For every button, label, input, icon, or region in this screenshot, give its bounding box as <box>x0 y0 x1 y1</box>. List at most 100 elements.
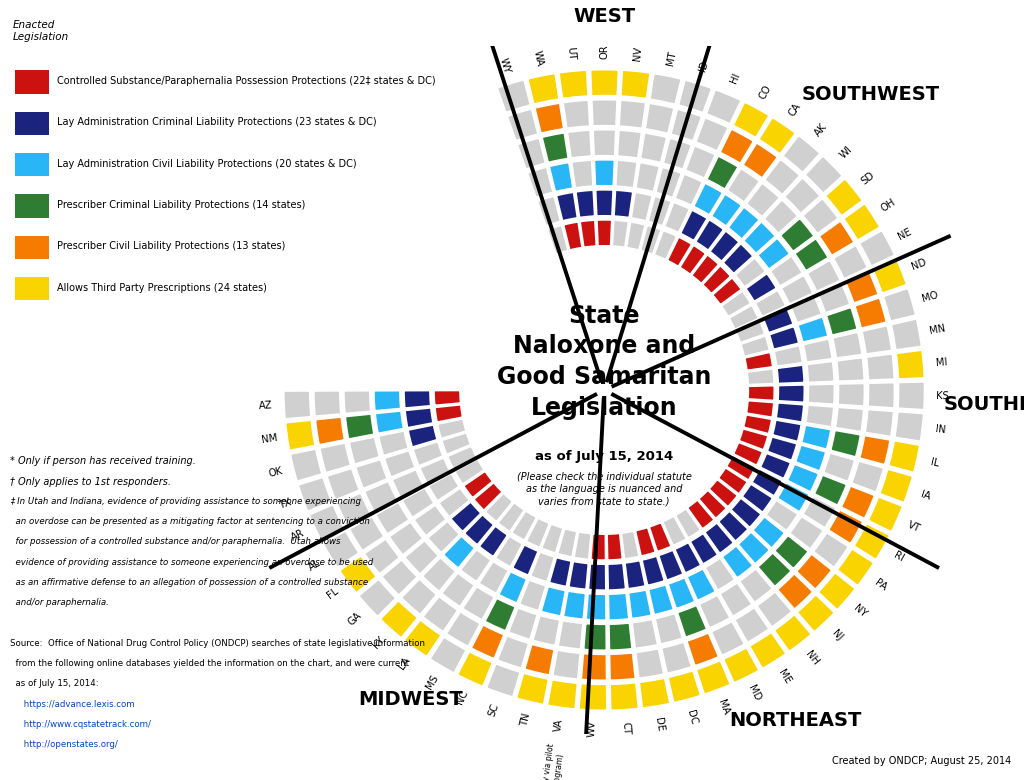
Polygon shape <box>676 509 700 538</box>
Polygon shape <box>733 442 763 466</box>
Text: ND: ND <box>910 257 928 272</box>
Polygon shape <box>664 138 691 169</box>
Polygon shape <box>702 266 731 293</box>
Text: as of July 15, 2014: as of July 15, 2014 <box>535 450 674 463</box>
Polygon shape <box>738 532 770 564</box>
Polygon shape <box>798 317 828 342</box>
Text: NY: NY <box>852 603 868 619</box>
Polygon shape <box>355 459 387 488</box>
Polygon shape <box>797 594 835 632</box>
Text: ‡ In Utah and Indiana, evidence of providing assistance to someone experiencing: ‡ In Utah and Indiana, evidence of provi… <box>10 497 361 506</box>
Polygon shape <box>404 541 438 574</box>
Polygon shape <box>349 516 384 551</box>
Polygon shape <box>471 625 504 658</box>
Text: Lay Administration Criminal Liability Protections (23 states & DC): Lay Administration Criminal Liability Pr… <box>57 118 377 127</box>
Polygon shape <box>524 644 554 675</box>
Polygon shape <box>581 220 596 247</box>
Polygon shape <box>687 569 716 601</box>
Polygon shape <box>323 531 359 567</box>
Text: an overdose can be presented as a mitigating factor at sentencing to a convictio: an overdose can be presented as a mitiga… <box>10 517 370 526</box>
Polygon shape <box>639 678 670 708</box>
Polygon shape <box>898 382 925 410</box>
Polygon shape <box>744 353 773 370</box>
Polygon shape <box>512 511 537 541</box>
Polygon shape <box>819 221 854 256</box>
Text: http://www.cqstatetrack.com/: http://www.cqstatetrack.com/ <box>10 720 152 729</box>
Polygon shape <box>464 515 494 545</box>
Polygon shape <box>772 420 802 441</box>
Polygon shape <box>734 608 769 643</box>
Polygon shape <box>486 664 520 697</box>
Polygon shape <box>571 160 593 188</box>
Text: KS: KS <box>936 391 949 401</box>
Text: AL: AL <box>306 558 323 573</box>
Polygon shape <box>719 511 749 541</box>
Polygon shape <box>807 361 835 382</box>
Polygon shape <box>592 100 617 126</box>
Polygon shape <box>582 654 606 680</box>
Polygon shape <box>461 550 492 582</box>
FancyBboxPatch shape <box>15 236 49 259</box>
Text: ID: ID <box>697 60 711 73</box>
Polygon shape <box>758 553 792 587</box>
Polygon shape <box>814 475 847 505</box>
Polygon shape <box>784 178 820 213</box>
Text: CT: CT <box>621 722 631 735</box>
Polygon shape <box>757 592 792 627</box>
Polygon shape <box>743 415 772 434</box>
Polygon shape <box>778 385 804 402</box>
Polygon shape <box>696 661 730 694</box>
Polygon shape <box>629 590 651 619</box>
Polygon shape <box>516 673 549 704</box>
FancyBboxPatch shape <box>15 112 49 135</box>
Polygon shape <box>710 231 739 261</box>
Polygon shape <box>650 73 681 105</box>
Polygon shape <box>645 103 674 133</box>
Polygon shape <box>549 162 572 192</box>
Text: GA: GA <box>346 610 364 627</box>
Polygon shape <box>662 642 691 673</box>
Text: Created by ONDCP; August 25, 2014: Created by ONDCP; August 25, 2014 <box>833 756 1012 766</box>
Polygon shape <box>658 550 683 580</box>
Polygon shape <box>380 601 418 638</box>
Polygon shape <box>868 382 895 408</box>
Polygon shape <box>627 222 645 250</box>
Polygon shape <box>837 357 864 381</box>
Polygon shape <box>290 449 322 481</box>
Polygon shape <box>512 545 539 576</box>
Polygon shape <box>808 384 835 404</box>
Polygon shape <box>787 464 818 492</box>
Polygon shape <box>862 325 892 354</box>
Polygon shape <box>724 647 759 682</box>
Text: CO: CO <box>758 83 773 101</box>
Polygon shape <box>594 160 614 186</box>
Polygon shape <box>668 237 692 267</box>
Text: NORTHEAST: NORTHEAST <box>729 711 861 730</box>
Polygon shape <box>859 230 895 266</box>
Polygon shape <box>758 238 790 269</box>
Polygon shape <box>463 587 495 620</box>
Polygon shape <box>709 480 737 507</box>
Polygon shape <box>374 391 400 411</box>
FancyBboxPatch shape <box>15 194 49 218</box>
Text: MD: MD <box>746 684 763 703</box>
Text: CA: CA <box>786 101 803 119</box>
Polygon shape <box>889 441 920 473</box>
Polygon shape <box>753 516 784 548</box>
Polygon shape <box>767 437 797 460</box>
Polygon shape <box>586 594 606 620</box>
Polygon shape <box>735 321 765 342</box>
Polygon shape <box>844 204 880 240</box>
Polygon shape <box>891 319 922 350</box>
Polygon shape <box>770 256 803 286</box>
Polygon shape <box>430 637 466 673</box>
Polygon shape <box>319 443 351 473</box>
Polygon shape <box>389 522 423 555</box>
Polygon shape <box>746 401 774 417</box>
Polygon shape <box>795 239 828 271</box>
Polygon shape <box>464 471 493 498</box>
Polygon shape <box>610 682 639 711</box>
Polygon shape <box>705 523 733 553</box>
Polygon shape <box>384 451 415 477</box>
Text: MS: MS <box>425 673 440 691</box>
